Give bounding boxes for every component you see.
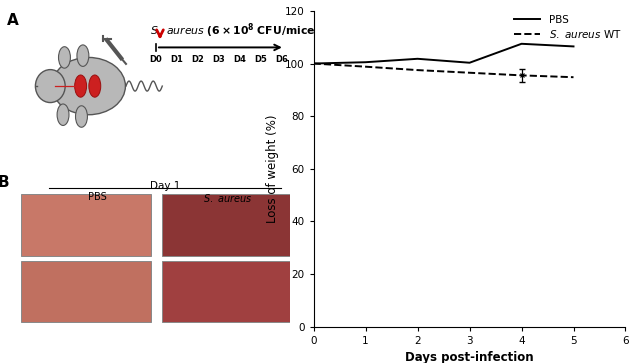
Text: D6: D6 [276,55,288,64]
Text: D4: D4 [234,55,246,64]
Legend: PBS, $\mathit{S.\ aureus}$ WT: PBS, $\mathit{S.\ aureus}$ WT [512,13,624,42]
Ellipse shape [57,104,69,126]
Ellipse shape [58,47,70,68]
Text: D5: D5 [255,55,267,64]
Text: $\mathit{S.\ aureus}$: $\mathit{S.\ aureus}$ [203,192,252,204]
Ellipse shape [76,106,88,127]
Ellipse shape [75,75,86,97]
Bar [20,261,151,322]
Text: C: C [264,0,275,1]
X-axis label: Days post-infection: Days post-infection [405,351,534,363]
Text: PBS: PBS [88,192,107,202]
Text: D0: D0 [150,55,163,64]
Text: A: A [6,13,18,28]
Ellipse shape [36,70,65,103]
Text: D1: D1 [171,55,184,64]
Text: D3: D3 [213,55,225,64]
Text: $\mathbf{\mathit{S.\ aureus}}$ $\mathbf{(6 \times 10^8\ CFU/mice,\ \mathit{i.n.}: $\mathbf{\mathit{S.\ aureus}}$ $\mathbf{… [149,22,351,40]
Ellipse shape [77,45,89,66]
Y-axis label: Loss of weight (%): Loss of weight (%) [266,115,279,223]
Text: D2: D2 [192,55,204,64]
Bar [163,194,290,256]
Bar [20,194,151,256]
Text: B: B [0,175,10,190]
Ellipse shape [51,57,125,115]
Text: Day 1: Day 1 [150,181,180,191]
Bar [163,261,290,322]
Ellipse shape [89,75,101,97]
